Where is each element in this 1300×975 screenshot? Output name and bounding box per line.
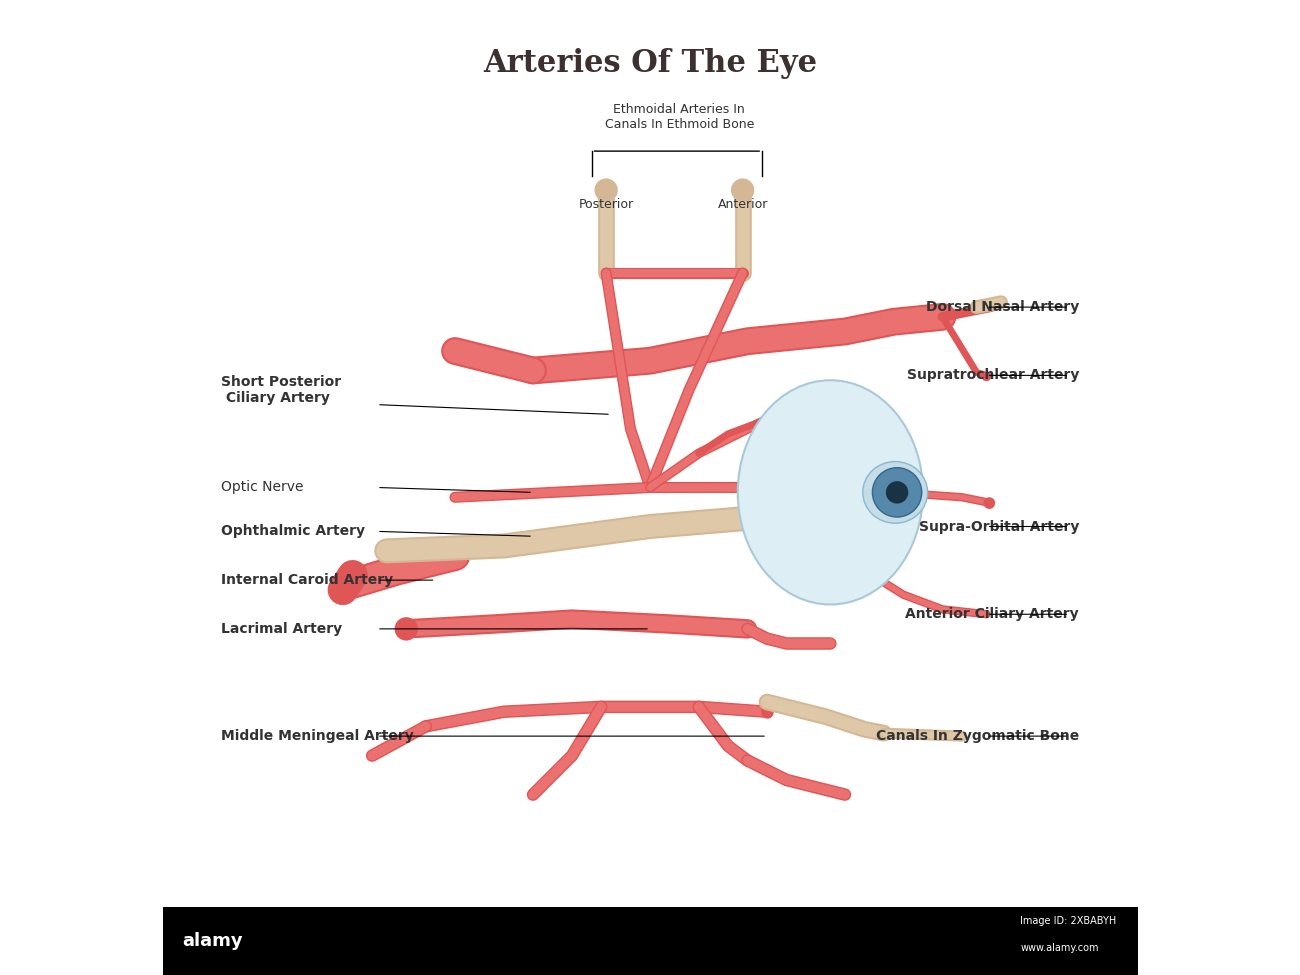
- Text: www.alamy.com: www.alamy.com: [1020, 943, 1098, 953]
- Circle shape: [872, 468, 922, 517]
- Text: Short Posterior
 Ciliary Artery: Short Posterior Ciliary Artery: [221, 375, 341, 405]
- Text: Supra-Orbital Artery: Supra-Orbital Artery: [919, 520, 1079, 533]
- Ellipse shape: [863, 461, 928, 524]
- Text: Posterior: Posterior: [578, 198, 633, 212]
- Circle shape: [594, 178, 618, 202]
- Text: Anterior Ciliary Artery: Anterior Ciliary Artery: [905, 607, 1079, 621]
- Text: Ophthalmic Artery: Ophthalmic Artery: [221, 525, 365, 538]
- Text: Image ID: 2XBABYH: Image ID: 2XBABYH: [1020, 916, 1117, 926]
- Text: alamy: alamy: [182, 932, 243, 950]
- Circle shape: [731, 178, 754, 202]
- Ellipse shape: [738, 380, 923, 604]
- Text: Canals In Zygomatic Bone: Canals In Zygomatic Bone: [876, 729, 1079, 743]
- Text: Optic Nerve: Optic Nerve: [221, 481, 303, 494]
- Circle shape: [885, 481, 909, 503]
- Circle shape: [983, 497, 996, 509]
- Text: Arteries Of The Eye: Arteries Of The Eye: [482, 48, 818, 79]
- Text: Dorsal Nasal Artery: Dorsal Nasal Artery: [926, 300, 1079, 314]
- Text: Ethmoidal Arteries In
Canals In Ethmoid Bone: Ethmoidal Arteries In Canals In Ethmoid …: [604, 103, 754, 131]
- Bar: [162, 907, 1138, 975]
- Text: Lacrimal Artery: Lacrimal Artery: [221, 622, 342, 636]
- Text: Internal Caroid Artery: Internal Caroid Artery: [221, 573, 393, 587]
- Text: Anterior: Anterior: [718, 198, 768, 212]
- Circle shape: [395, 617, 419, 641]
- Text: Supratrochlear Artery: Supratrochlear Artery: [906, 369, 1079, 382]
- Circle shape: [982, 371, 991, 381]
- Text: Middle Meningeal Artery: Middle Meningeal Artery: [221, 729, 413, 743]
